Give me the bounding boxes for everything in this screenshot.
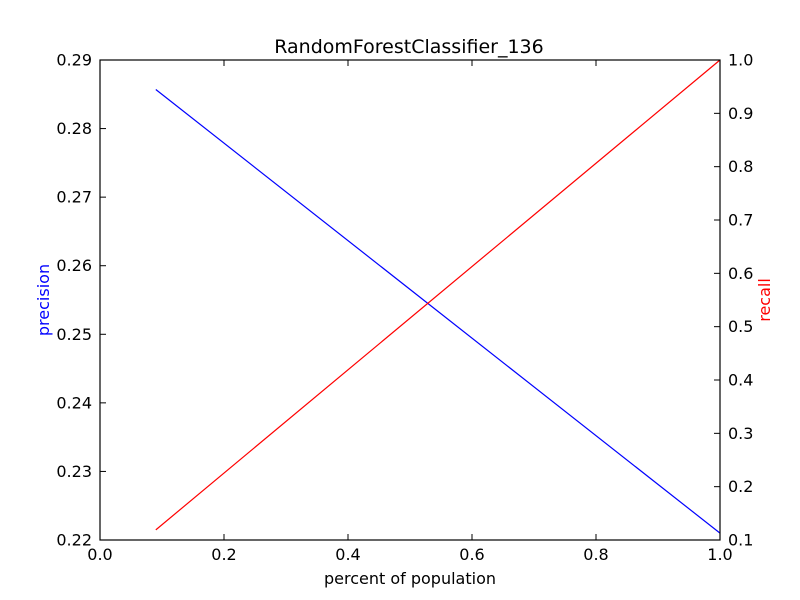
x-tick-label: 1.0 [707, 545, 732, 564]
x-tick-label: 0.2 [211, 545, 236, 564]
x-tick-label: 0.4 [335, 545, 360, 564]
left-y-tick-label: 0.24 [56, 393, 92, 412]
left-y-tick-label: 0.22 [56, 531, 92, 550]
right-y-tick-label: 0.2 [728, 477, 753, 496]
right-y-tick-label: 0.8 [728, 157, 753, 176]
left-y-axis-title: precision [34, 264, 53, 336]
x-tick-label: 0.6 [459, 545, 484, 564]
right-y-tick-label: 0.1 [728, 531, 753, 550]
plot-frame [99, 59, 721, 541]
right-y-axis-ticks: 0.1 0.2 0.3 0.4 0.5 0.6 0.7 0.8 0.9 1.0 [714, 51, 753, 550]
recall-line [155, 59, 721, 531]
plot-lines [155, 59, 721, 534]
left-y-tick-label: 0.27 [56, 188, 92, 207]
right-y-tick-label: 0.4 [728, 371, 753, 390]
left-y-tick-label: 0.28 [56, 119, 92, 138]
chart-title: RandomForestClassifier_136 [274, 36, 543, 58]
x-tick-label: 0.0 [87, 545, 112, 564]
x-axis-title: percent of population [324, 569, 496, 588]
right-y-tick-label: 0.9 [728, 104, 753, 123]
right-y-tick-label: 0.6 [728, 264, 753, 283]
right-y-tick-label: 0.7 [728, 211, 753, 230]
right-y-tick-label: 1.0 [728, 51, 753, 70]
x-tick-label: 0.8 [583, 545, 608, 564]
x-axis-ticks: 0.0 0.2 0.4 0.6 0.8 1.0 [87, 60, 733, 564]
left-y-axis-ticks: 0.22 0.23 0.24 0.25 0.26 0.27 0.28 0.29 [56, 51, 106, 550]
left-y-tick-label: 0.23 [56, 462, 92, 481]
left-y-tick-label: 0.29 [56, 51, 92, 70]
right-y-tick-label: 0.3 [728, 424, 753, 443]
right-y-axis-title: recall [755, 278, 774, 322]
left-y-tick-label: 0.26 [56, 256, 92, 275]
precision-line [155, 89, 721, 534]
left-y-tick-label: 0.25 [56, 325, 92, 344]
right-y-tick-label: 0.5 [728, 317, 753, 336]
